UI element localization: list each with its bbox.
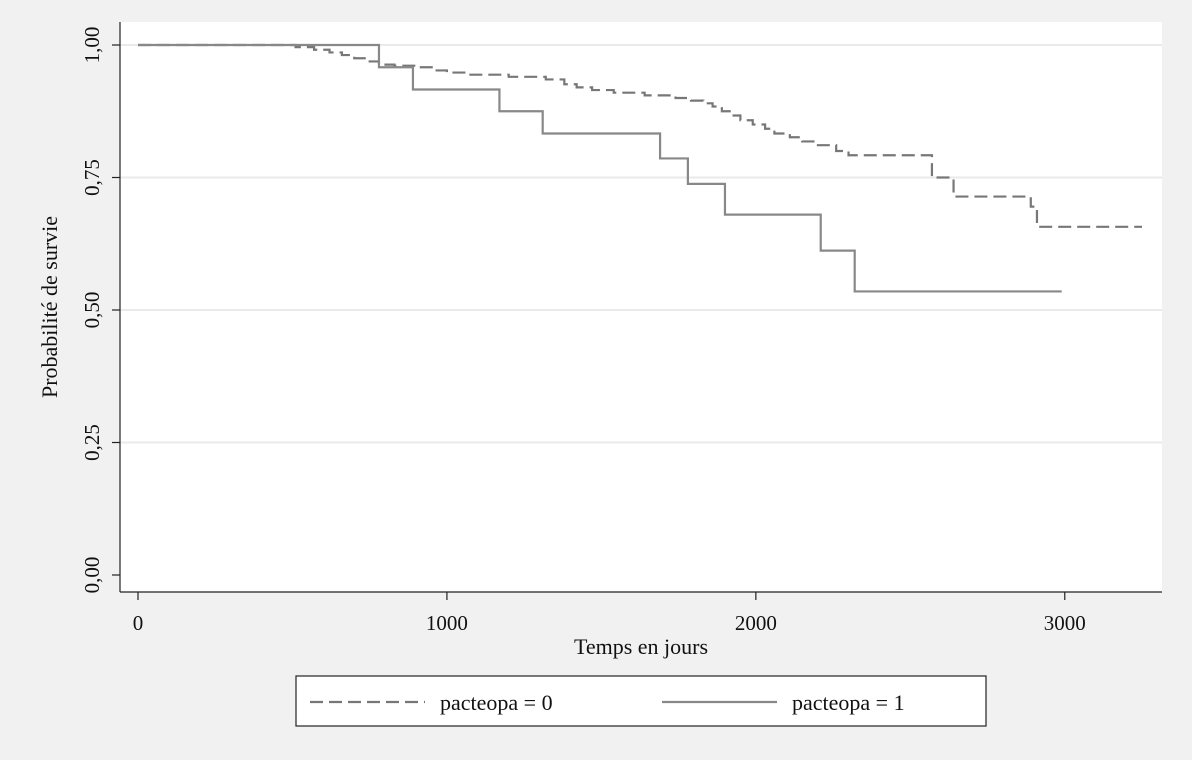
- legend-label-series-0: pacteopa = 0: [440, 690, 553, 715]
- y-tick-label-0: 0,00: [80, 557, 104, 594]
- legend: pacteopa = 0 pacteopa = 1: [295, 675, 987, 727]
- x-tick-label-1: 1000: [426, 611, 468, 635]
- x-axis-title: Temps en jours: [574, 634, 708, 659]
- y-tick-label-1: 0,25: [80, 424, 104, 461]
- y-tick-label-3: 0,75: [80, 159, 104, 196]
- y-tick-label-2: 0,50: [80, 292, 104, 329]
- axes: 0,00 0,25 0,50 0,75 1,00 0 1000 2000 3000: [80, 22, 1162, 635]
- y-axis-title: Probabilité de survie: [37, 216, 62, 398]
- y-tick-label-4: 1,00: [80, 27, 104, 64]
- x-tick-label-3: 3000: [1044, 611, 1086, 635]
- series-line-0: [138, 43, 1142, 228]
- series-lines: [138, 43, 1142, 293]
- series-line-1: [138, 43, 1062, 293]
- legend-label-series-1: pacteopa = 1: [792, 690, 905, 715]
- x-tick-label-0: 0: [133, 611, 144, 635]
- plot-area: [120, 22, 1162, 592]
- x-tick-label-2: 2000: [735, 611, 777, 635]
